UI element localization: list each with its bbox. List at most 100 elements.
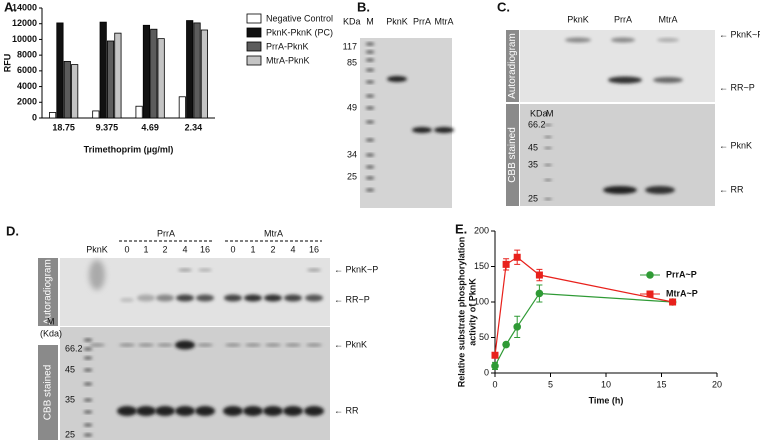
gel-band (365, 188, 375, 192)
lane-label: 4 (182, 244, 187, 254)
legend-label: Negative Control (266, 13, 333, 23)
gel-band (196, 294, 214, 302)
gel-band (365, 176, 375, 180)
bar (157, 38, 165, 119)
legend-marker (646, 290, 654, 298)
y-tick-label: 8000 (17, 50, 37, 60)
gel-band (244, 294, 262, 302)
section-label: CBB stained (43, 365, 54, 421)
marker-label: 25 (347, 171, 357, 181)
legend-marker (646, 271, 654, 279)
lane-label: PrrA (614, 14, 632, 24)
gel-band (265, 343, 281, 347)
gel-band (365, 138, 375, 142)
arrow-label: ← RR~P (334, 294, 370, 304)
gel-band (157, 343, 173, 347)
gel-band (198, 268, 212, 272)
bar (92, 110, 100, 119)
gel-band (83, 433, 93, 437)
point (513, 253, 521, 261)
marker-label: 85 (347, 57, 357, 67)
unit-label: (Kda) (40, 328, 62, 338)
gel (60, 258, 330, 326)
gel-band (119, 343, 135, 347)
gel-band (83, 398, 93, 402)
x-axis-label: Time (h) (589, 395, 624, 405)
bar (178, 96, 186, 119)
series-line (494, 256, 673, 356)
gel-band (365, 106, 375, 110)
gel-band (83, 410, 93, 414)
arrow-label: ← PknK~P (719, 29, 760, 39)
unit-label: KDa (343, 16, 361, 26)
marker-label: 25 (528, 193, 538, 203)
y-tick-label: 150 (474, 261, 489, 271)
legend-swatch (246, 13, 262, 24)
gel-band (156, 294, 174, 302)
lane-label: 0 (124, 244, 129, 254)
x-tick-label: 0 (492, 379, 497, 389)
marker-label: 66.2 (65, 343, 83, 353)
section-bar (38, 258, 58, 326)
legend-label: PrrA-PknK (266, 41, 309, 51)
bar (114, 32, 122, 119)
marker-label: 45 (528, 142, 538, 152)
panel-label: C. (497, 0, 510, 14)
lane-label: 0 (230, 244, 235, 254)
marker-label: 45 (65, 364, 75, 374)
gel-band (155, 406, 175, 416)
series-line (494, 292, 673, 367)
gel-band (284, 294, 302, 302)
lane-label: 1 (250, 244, 255, 254)
gel-band (544, 198, 552, 200)
marker-label: 49 (347, 102, 357, 112)
point (491, 362, 499, 370)
lane-label: M (366, 16, 374, 26)
y-tick-label: 14000 (12, 2, 37, 12)
gel-band (89, 260, 105, 290)
bar (99, 21, 107, 119)
gel-band (645, 186, 675, 194)
bar (150, 28, 158, 119)
y-tick-label: 4000 (17, 81, 37, 91)
gel (360, 38, 452, 208)
gel-band (136, 406, 156, 416)
gel-band (243, 406, 263, 416)
gel-band (283, 406, 303, 416)
x-tick-label: 15 (656, 379, 666, 389)
group-label: PrrA (157, 228, 175, 238)
legend-swatch (246, 41, 262, 52)
gel-band (83, 368, 93, 372)
legend-label: MtrA~P (666, 288, 698, 298)
gel-band (544, 179, 552, 181)
gel-band (365, 94, 375, 98)
gel-band (544, 147, 552, 149)
bar (142, 24, 151, 119)
gel-band (305, 294, 323, 302)
gel-band (544, 136, 552, 138)
gel-band (365, 153, 375, 157)
group-label: MtrA (264, 228, 283, 238)
panel-label: E. (455, 221, 467, 236)
lane-label: 16 (200, 244, 210, 254)
gel-band (176, 294, 194, 302)
legend-label: PknK-PknK (PC) (266, 27, 333, 37)
gel-band (565, 37, 591, 43)
y-tick-label: 50 (479, 332, 489, 342)
x-tick-label: 10 (601, 379, 611, 389)
gel-band (223, 406, 243, 416)
point (502, 260, 510, 268)
gel-band (412, 127, 432, 133)
y-tick-label: 2000 (17, 97, 37, 107)
y-axis-label: Relative substrate phosphorylation (456, 237, 466, 388)
lane-label: M (47, 316, 55, 326)
panel-label: D. (6, 223, 19, 238)
panel-label: B. (357, 0, 370, 14)
gel-band (365, 58, 375, 62)
section-bar (506, 30, 519, 102)
section-bar (506, 104, 519, 206)
lane-label: 16 (309, 244, 319, 254)
x-tick-label: 18.75 (52, 122, 75, 132)
gel-band (117, 406, 137, 416)
x-tick-label: 20 (712, 379, 722, 389)
